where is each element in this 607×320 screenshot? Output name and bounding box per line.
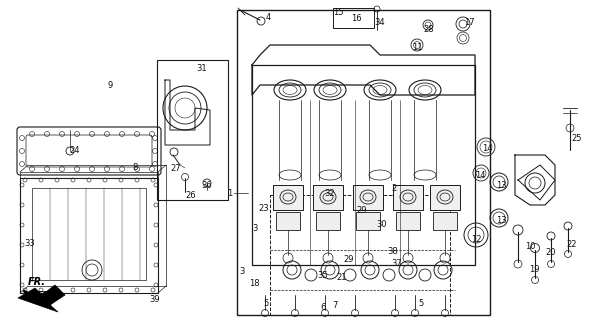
Polygon shape bbox=[18, 285, 65, 312]
Text: 21: 21 bbox=[337, 274, 347, 283]
Bar bbox=[316, 212, 340, 230]
Text: 5: 5 bbox=[418, 300, 424, 308]
Text: 30: 30 bbox=[377, 220, 387, 228]
Text: 24: 24 bbox=[70, 146, 80, 155]
Text: 35: 35 bbox=[317, 270, 328, 279]
Bar bbox=[20, 178, 158, 293]
Text: 3: 3 bbox=[239, 268, 245, 276]
Text: 14: 14 bbox=[475, 171, 485, 180]
Bar bbox=[393, 185, 423, 210]
Text: 11: 11 bbox=[412, 43, 422, 52]
Text: 1: 1 bbox=[228, 188, 232, 197]
Bar bbox=[276, 212, 300, 230]
Text: 39: 39 bbox=[150, 294, 160, 303]
Text: 13: 13 bbox=[496, 180, 506, 189]
Text: FR.: FR. bbox=[37, 292, 53, 300]
Bar bbox=[396, 212, 420, 230]
Text: 5: 5 bbox=[263, 300, 269, 308]
Bar bbox=[333, 8, 374, 28]
Text: 13: 13 bbox=[496, 215, 506, 225]
Text: 28: 28 bbox=[424, 25, 435, 34]
Bar bbox=[356, 212, 380, 230]
Text: 26: 26 bbox=[186, 190, 196, 199]
Text: 27: 27 bbox=[171, 164, 181, 172]
Text: 38: 38 bbox=[388, 246, 398, 255]
Text: 37: 37 bbox=[392, 260, 402, 268]
Text: 12: 12 bbox=[471, 235, 481, 244]
Bar bbox=[430, 185, 460, 210]
Bar bbox=[157, 60, 228, 200]
Text: 8: 8 bbox=[132, 163, 138, 172]
Text: 19: 19 bbox=[529, 266, 539, 275]
Bar bbox=[313, 185, 343, 210]
Text: 33: 33 bbox=[25, 238, 35, 247]
Text: 36: 36 bbox=[202, 180, 212, 189]
Text: 14: 14 bbox=[482, 143, 492, 153]
Bar bbox=[273, 185, 303, 210]
Text: 6: 6 bbox=[320, 303, 326, 313]
Text: 7: 7 bbox=[332, 301, 337, 310]
Text: 15: 15 bbox=[333, 7, 343, 17]
Text: 29: 29 bbox=[344, 254, 354, 263]
Text: 31: 31 bbox=[197, 63, 208, 73]
Text: 9: 9 bbox=[107, 81, 113, 90]
Text: 29: 29 bbox=[357, 205, 367, 214]
Bar bbox=[353, 185, 383, 210]
Text: 3: 3 bbox=[253, 223, 258, 233]
Text: 10: 10 bbox=[524, 242, 535, 251]
Bar bbox=[32, 188, 146, 280]
Bar bbox=[270, 195, 450, 315]
Text: 20: 20 bbox=[546, 247, 556, 257]
Bar bbox=[433, 212, 457, 230]
Text: 16: 16 bbox=[351, 13, 361, 22]
Text: 17: 17 bbox=[464, 18, 474, 27]
Bar bbox=[237, 10, 490, 315]
Text: 34: 34 bbox=[375, 18, 385, 27]
Text: 2: 2 bbox=[392, 183, 396, 193]
Text: 25: 25 bbox=[572, 133, 582, 142]
Text: 23: 23 bbox=[259, 204, 270, 212]
Text: 22: 22 bbox=[567, 239, 577, 249]
Text: 32: 32 bbox=[325, 188, 335, 197]
Text: FR.: FR. bbox=[28, 277, 46, 287]
Text: 4: 4 bbox=[265, 12, 271, 21]
Text: 18: 18 bbox=[249, 278, 259, 287]
